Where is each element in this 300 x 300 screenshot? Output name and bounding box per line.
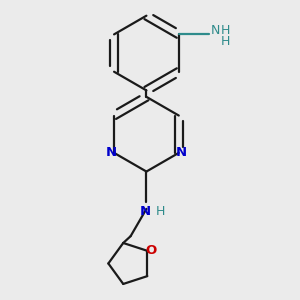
Text: N: N <box>140 205 151 218</box>
Text: H: H <box>221 35 230 48</box>
Text: N: N <box>106 146 117 159</box>
Text: N: N <box>176 146 187 159</box>
Text: O: O <box>145 244 157 257</box>
Text: N: N <box>211 24 220 37</box>
Text: H: H <box>221 24 230 37</box>
Text: H: H <box>156 205 166 218</box>
